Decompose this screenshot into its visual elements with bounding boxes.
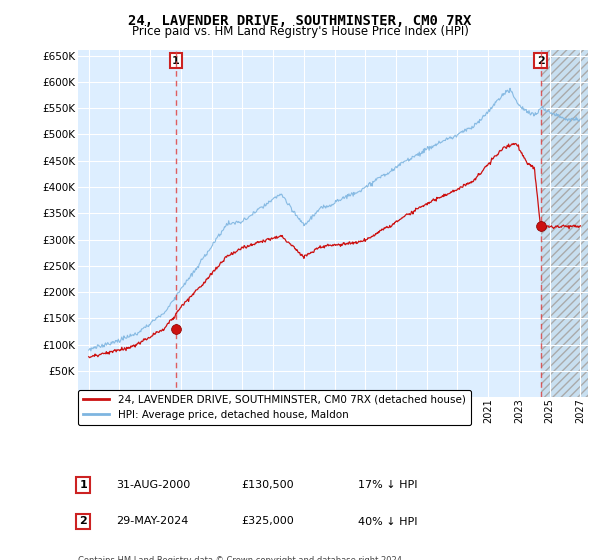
Text: 17% ↓ HPI: 17% ↓ HPI bbox=[359, 480, 418, 490]
Legend: 24, LAVENDER DRIVE, SOUTHMINSTER, CM0 7RX (detached house), HPI: Average price, : 24, LAVENDER DRIVE, SOUTHMINSTER, CM0 7R… bbox=[78, 390, 470, 425]
Text: Contains HM Land Registry data © Crown copyright and database right 2024.
This d: Contains HM Land Registry data © Crown c… bbox=[78, 557, 404, 560]
Text: 40% ↓ HPI: 40% ↓ HPI bbox=[359, 516, 418, 526]
Text: 2: 2 bbox=[536, 55, 544, 66]
Bar bbox=[541, 50, 588, 397]
Text: Price paid vs. HM Land Registry's House Price Index (HPI): Price paid vs. HM Land Registry's House … bbox=[131, 25, 469, 38]
Text: 29-MAY-2024: 29-MAY-2024 bbox=[116, 516, 188, 526]
Bar bbox=[541, 50, 588, 397]
Text: £130,500: £130,500 bbox=[241, 480, 294, 490]
Text: 1: 1 bbox=[172, 55, 180, 66]
Text: 1: 1 bbox=[79, 480, 87, 490]
Point bbox=[171, 324, 181, 333]
Text: 24, LAVENDER DRIVE, SOUTHMINSTER, CM0 7RX: 24, LAVENDER DRIVE, SOUTHMINSTER, CM0 7R… bbox=[128, 14, 472, 28]
Text: £325,000: £325,000 bbox=[241, 516, 294, 526]
Text: 2: 2 bbox=[79, 516, 87, 526]
Text: 31-AUG-2000: 31-AUG-2000 bbox=[116, 480, 191, 490]
Point bbox=[536, 222, 545, 231]
